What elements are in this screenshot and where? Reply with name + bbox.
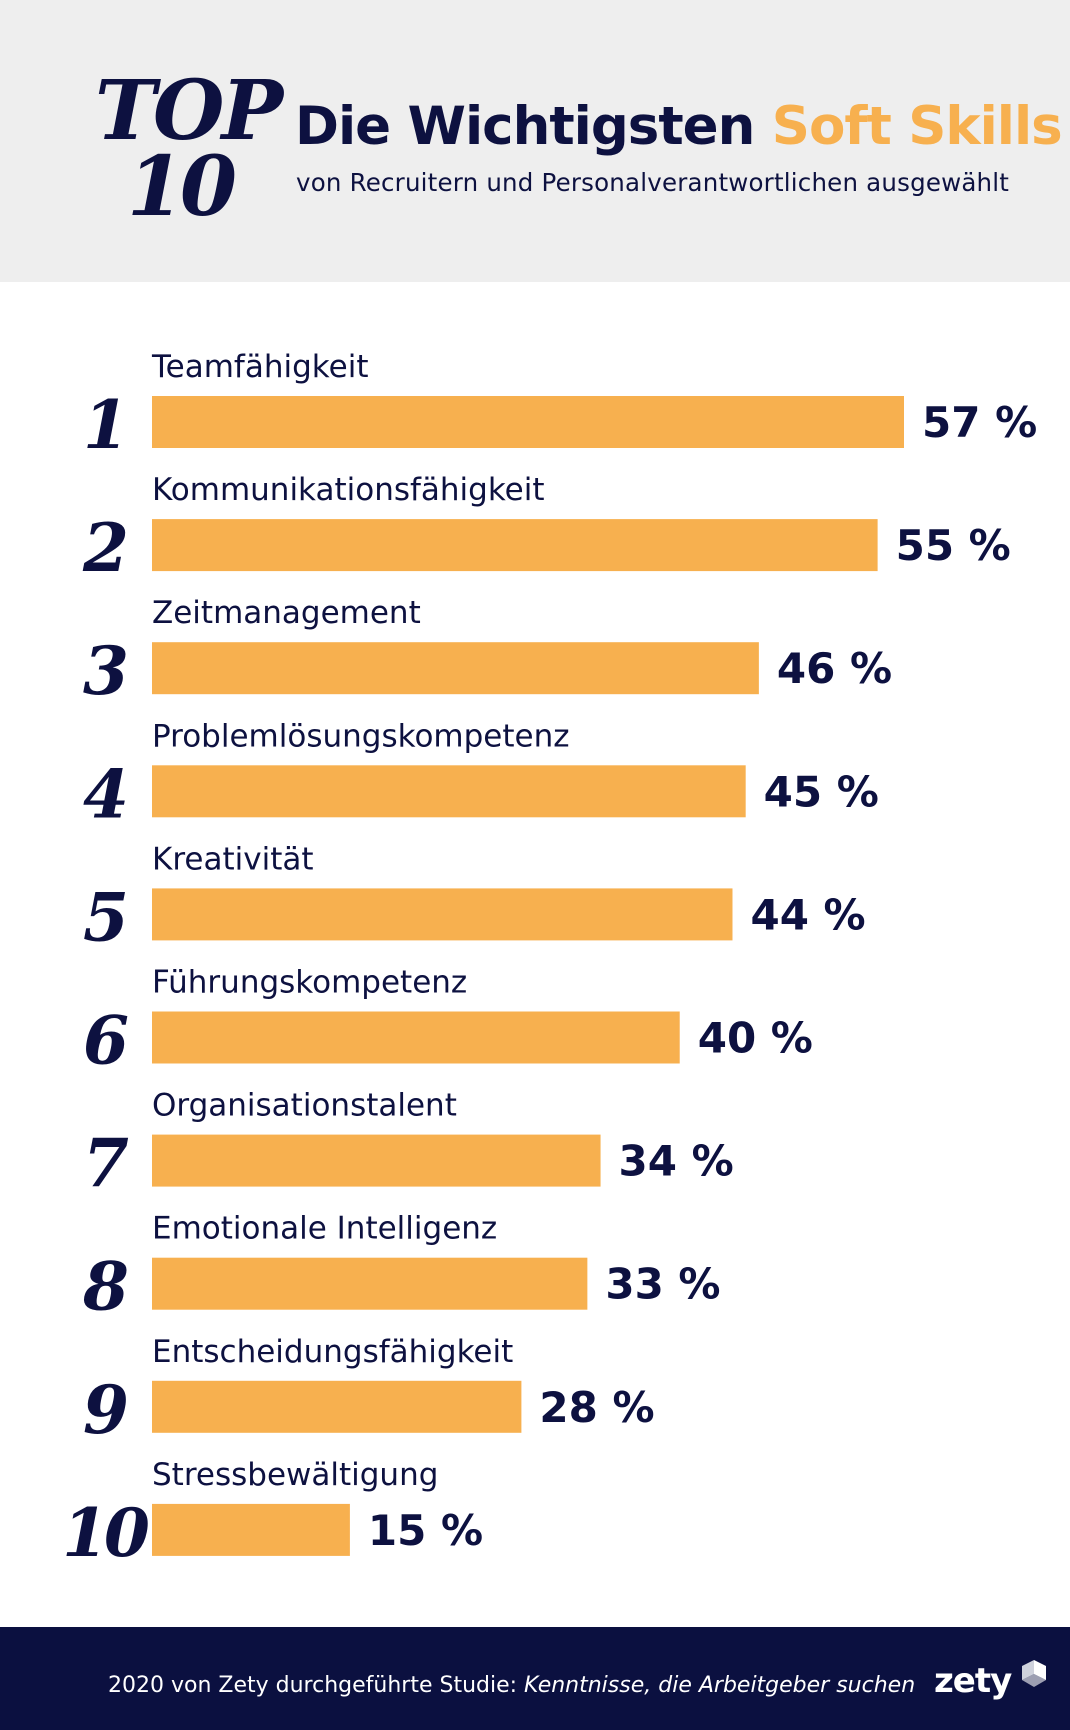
value-label: 55 % (896, 521, 1011, 570)
bar (152, 1503, 350, 1556)
badge-top-text: TOP (95, 63, 283, 159)
title-highlight: Soft Skills (771, 96, 1063, 157)
bar (152, 642, 759, 695)
chart-canvas: Teamfähigkeit 1 57 % Kommunikationsfähigkei… (62, 349, 1037, 1572)
page-subtitle: von Recruitern und Personalverantwortlic… (296, 168, 1010, 197)
value-label: 34 % (619, 1137, 734, 1186)
zety-logo: zety (934, 1660, 1046, 1710)
category-label: Stressbewältigung (152, 1457, 438, 1493)
rank-number: 6 (83, 1002, 128, 1080)
bar (152, 1380, 522, 1433)
soft-skills-bar-chart: Teamfähigkeit 1 57 % Kommunikationsfähigkei… (0, 282, 1070, 1627)
bar (152, 1011, 680, 1064)
category-label: Problemlösungskompetenz (152, 718, 570, 754)
logo-wordmark: zety (934, 1661, 1012, 1701)
source-title: Kenntnisse, die Arbeitgeber suchen (524, 1673, 916, 1698)
bar (152, 396, 904, 448)
category-label: Emotionale Intelligenz (152, 1211, 497, 1247)
footer-bar (0, 1627, 1070, 1730)
category-label: Organisationstalent (152, 1088, 457, 1124)
value-label: 45 % (764, 767, 879, 816)
rank-number: 3 (83, 632, 127, 710)
bar (152, 519, 878, 572)
rank-number: 8 (82, 1248, 128, 1326)
value-label: 57 % (922, 398, 1037, 447)
bar (152, 888, 733, 941)
cube-logo-icon (1022, 1660, 1046, 1687)
category-label: Führungskompetenz (152, 965, 467, 1001)
title-text: Die Wichtigsten (295, 96, 772, 157)
value-label: 46 % (777, 644, 892, 693)
rank-number: 7 (83, 1125, 129, 1203)
value-label: 28 % (539, 1383, 654, 1432)
category-label: Kreativität (152, 841, 314, 877)
page-title: Die Wichtigsten Soft Skills (295, 100, 1063, 153)
category-label: Zeitmanagement (152, 595, 421, 631)
source-note: 2020 von Zety durchgeführte Studie: Kenn… (108, 1673, 915, 1698)
rank-number: 4 (83, 755, 125, 833)
value-label: 15 % (368, 1506, 483, 1555)
bar (152, 1257, 588, 1310)
rank-number: 10 (62, 1494, 150, 1572)
category-label: Kommunikationsfähigkeit (152, 472, 545, 508)
rank-number: 9 (83, 1371, 128, 1449)
bar (152, 1134, 601, 1187)
top-10-badge: TOP 10 (95, 70, 283, 235)
value-label: 40 % (698, 1014, 813, 1063)
category-label: Teamfähigkeit (151, 349, 368, 385)
rank-number: 5 (83, 878, 125, 956)
header-banner: TOP 10 Die Wichtigsten Soft Skills von R… (0, 0, 1070, 282)
rank-number: 1 (83, 386, 125, 464)
source-text: 2020 von Zety durchgeführte Studie: (108, 1673, 525, 1698)
category-label: Entscheidungsfähigkeit (152, 1334, 513, 1370)
value-label: 33 % (605, 1260, 720, 1309)
value-label: 44 % (750, 890, 865, 939)
rank-number: 2 (82, 509, 127, 587)
badge-number: 10 (127, 139, 237, 235)
bar (152, 765, 746, 818)
